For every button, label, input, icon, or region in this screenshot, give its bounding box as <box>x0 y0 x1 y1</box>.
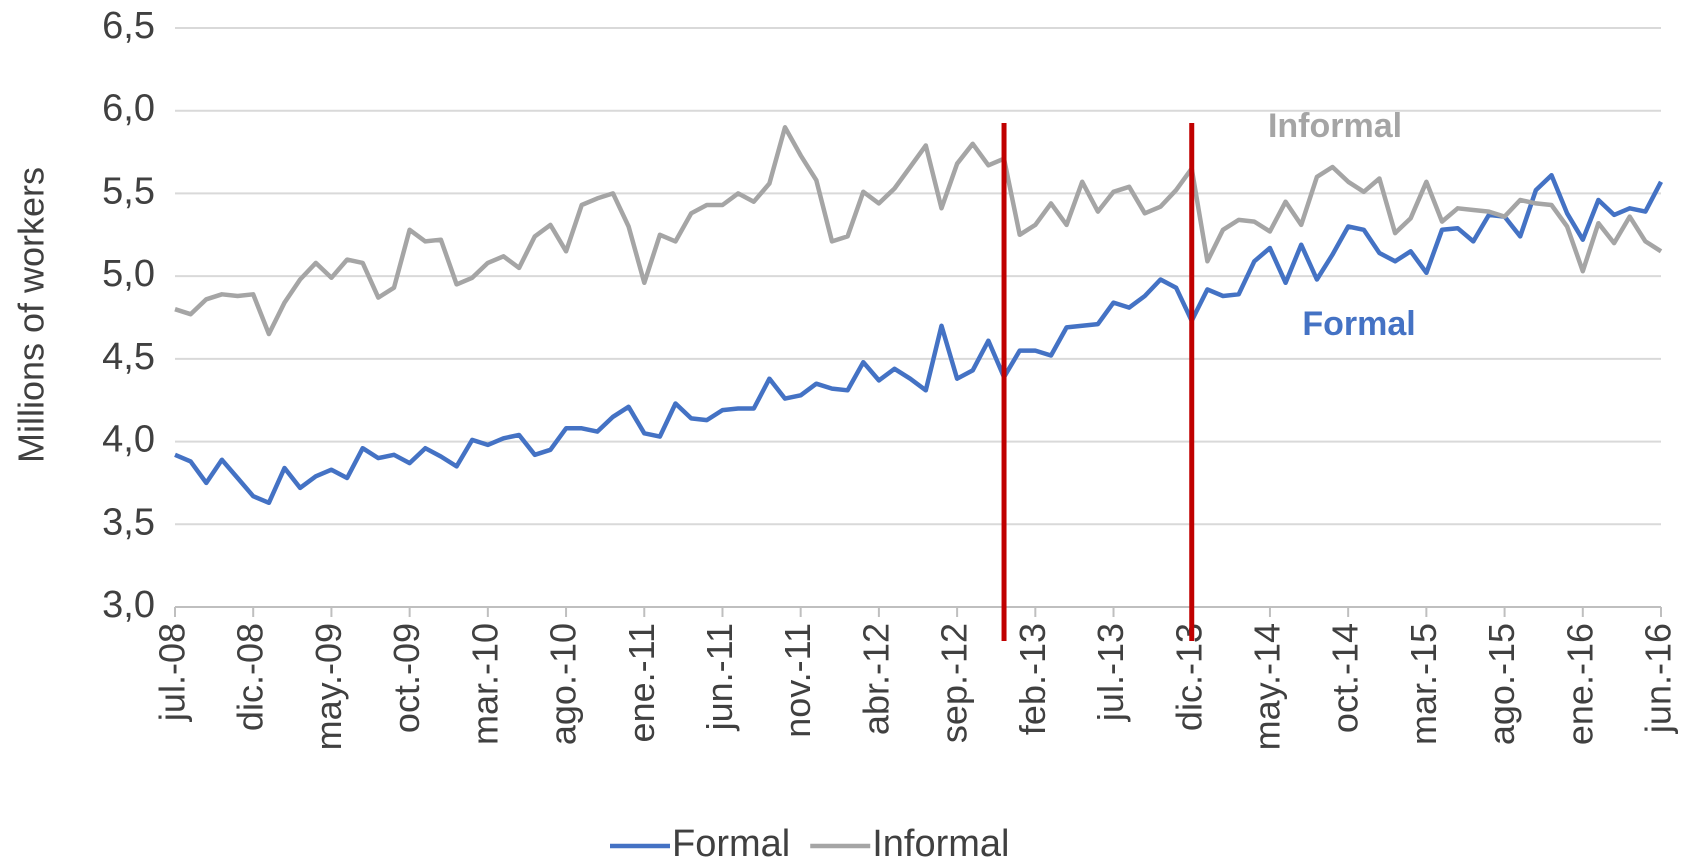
x-tick-label: ene.-16 <box>1559 623 1600 745</box>
annotation: Formal <box>1302 305 1415 343</box>
y-tick-label: 4,5 <box>102 336 155 378</box>
x-tick-label: ene.-11 <box>621 623 662 742</box>
x-tick-label: ago.-10 <box>543 623 584 745</box>
x-tick-label: abr.-12 <box>855 623 896 735</box>
annotation: Informal <box>1268 107 1402 145</box>
x-tick-label: dic.-08 <box>230 623 271 731</box>
y-axis-title: Millions of workers <box>11 167 52 463</box>
legend-label: Informal <box>872 823 1009 863</box>
x-tick-label: oct.-14 <box>1325 623 1366 733</box>
x-tick-label: may.-09 <box>308 623 349 750</box>
y-tick-label: 3,0 <box>102 584 155 626</box>
x-tick-label: jul.-08 <box>152 623 193 722</box>
x-tick-label: mar.-10 <box>464 623 505 745</box>
x-tick-label: mar.-15 <box>1403 623 1444 745</box>
legend-label: Formal <box>672 823 790 863</box>
x-tick-label: sep.-12 <box>934 623 975 743</box>
x-tick-label: nov.-11 <box>777 623 818 738</box>
x-tick-label: ago.-15 <box>1481 623 1522 745</box>
x-tick-label: may.-14 <box>1246 623 1287 750</box>
x-tick-label: oct.-09 <box>386 623 427 733</box>
x-tick-label: dic.-13 <box>1168 623 1209 731</box>
x-tick-label: feb.-13 <box>1012 623 1053 735</box>
x-tick-label: jun.-16 <box>1638 623 1679 734</box>
y-tick-label: 5,0 <box>102 253 155 295</box>
y-tick-label: 6,5 <box>102 5 155 47</box>
y-tick-label: 4,0 <box>102 419 155 461</box>
y-tick-label: 5,5 <box>102 170 155 212</box>
series-line <box>174 172 1663 506</box>
y-tick-label: 6,0 <box>102 88 155 130</box>
series-line <box>174 125 1663 337</box>
x-tick-label: jul.-13 <box>1090 623 1131 722</box>
y-tick-label: 3,5 <box>102 501 155 543</box>
x-tick-label: jun.-11 <box>699 623 740 731</box>
